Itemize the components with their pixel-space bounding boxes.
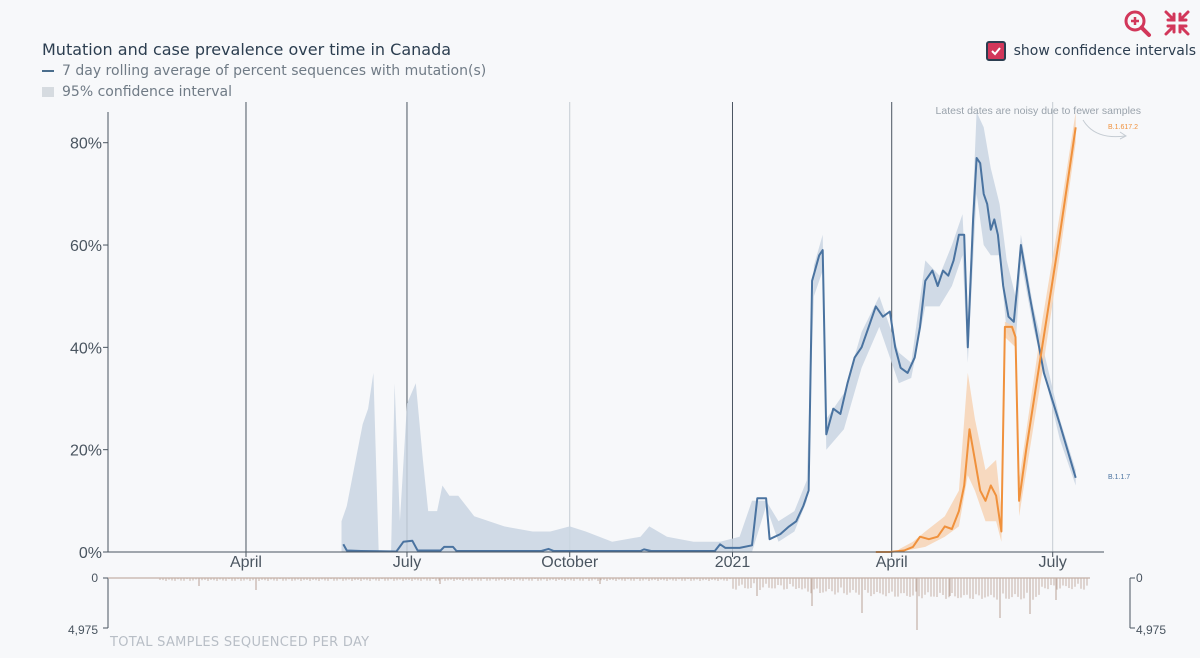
zoom-in-icon[interactable] — [1122, 8, 1152, 38]
legend-line-entry: 7 day rolling average of percent sequenc… — [42, 63, 486, 79]
noisy-arrow — [1082, 119, 1126, 138]
y-tick-label: 60% — [70, 238, 102, 255]
y-tick-label: 40% — [70, 340, 102, 357]
series-line-B16172 — [875, 127, 1077, 553]
noisy-note: Latest dates are noisy due to fewer samp… — [936, 105, 1141, 117]
legend-ci-entry: 95% confidence interval — [42, 84, 232, 100]
ci-band-b117 — [341, 112, 1076, 552]
x-tick-label: July — [1038, 554, 1066, 571]
y-tick-label: 80% — [70, 136, 102, 153]
histogram-label: TOTAL SAMPLES SEQUENCED PER DAY — [110, 635, 370, 650]
hist-bottom-label-right: 4,975 — [1136, 623, 1166, 637]
ci-checkbox[interactable] — [985, 41, 1006, 61]
ci-toggle-label: show confidence intervals — [1013, 43, 1196, 59]
check-icon — [990, 47, 1001, 56]
x-tick-label: April — [876, 554, 908, 571]
x-tick-label: April — [230, 554, 262, 571]
legend-ci-label: 95% confidence interval — [62, 84, 233, 100]
noisy-arrowhead — [1119, 131, 1127, 140]
series-label-b16172: B.1.617.2 — [1108, 124, 1138, 131]
hist-bottom-label-left: 4,975 — [68, 623, 98, 637]
series-label-b117: B.1.1.7 — [1108, 474, 1130, 481]
series-line-B117 — [342, 157, 1077, 553]
x-tick-label: July — [393, 554, 421, 571]
x-tick-label: October — [541, 554, 599, 571]
chart-title: Mutation and case prevalence over time i… — [42, 40, 452, 59]
legend-line-swatch — [42, 70, 54, 72]
hist-top-label-left: 0 — [91, 571, 98, 585]
y-tick-label: 20% — [70, 443, 102, 460]
ci-toggle[interactable]: show confidence intervals — [985, 41, 1196, 61]
collapse-icon[interactable] — [1162, 8, 1192, 38]
legend-line-label: 7 day rolling average of percent sequenc… — [62, 63, 487, 79]
x-tick-label: 2021 — [715, 554, 751, 571]
hist-top-label-right: 0 — [1136, 571, 1143, 585]
y-tick-label: 0% — [79, 545, 102, 562]
legend-ci-swatch — [42, 87, 54, 97]
